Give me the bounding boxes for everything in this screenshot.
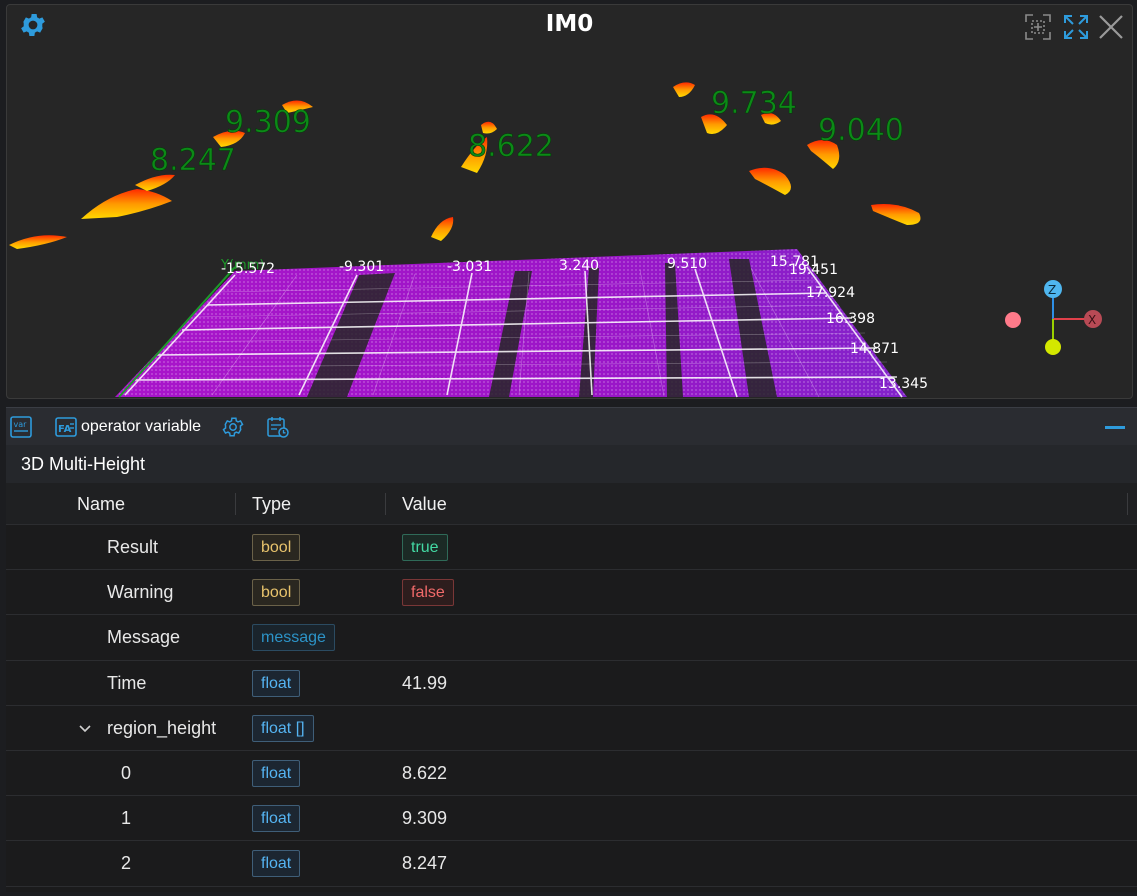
type-badge: float [252,669,301,697]
schedule-button[interactable] [266,414,290,440]
x-axis-handle[interactable] [1084,310,1102,328]
y-axis-tag: Y(mm) [220,258,264,273]
z-axis-label: Z [1048,283,1056,297]
y-tick-label: 13.345 [879,376,928,392]
ground-grid [124,266,903,398]
x-tick-labels: -15.572 -9.301 -3.031 3.240 9.510 15.781 [221,254,819,277]
column-header-type[interactable]: Type [252,494,292,514]
close-icon[interactable] [1097,13,1125,41]
y-tick-label: 19.451 [789,262,838,278]
row-value: 8.622 [402,762,448,783]
row-name: Result [107,537,159,557]
type-badge: float [252,805,301,833]
fit-view-icon[interactable] [1024,13,1052,41]
type-badge: message [252,624,335,652]
y-tick-label: 17.924 [806,285,855,301]
y-tick-labels: 19.451 17.924 16.398 14.871 13.345 [789,262,928,392]
expand-icon[interactable] [1062,13,1090,41]
section-title: 3D Multi-Height [6,445,1137,483]
table-row[interactable]: 0 float 8.622 [6,751,1137,797]
column-header-name[interactable]: Name [77,494,126,514]
y-tick-label: 16.398 [826,311,875,327]
region-label: 9.040 [818,113,904,148]
y-axis-handle[interactable] [1045,339,1061,355]
region-label: 8.622 [468,129,554,164]
row-name: 2 [121,853,132,874]
x-tick-label: 15.781 [770,254,819,270]
x-axis-label: X [1088,313,1096,327]
x-tick-label: 9.510 [667,256,707,272]
var-icon: var [10,416,32,438]
svg-text:var: var [14,420,28,429]
table-row[interactable]: Time float 41.99 [6,661,1137,706]
settings-icon [222,417,244,437]
panel-toolbar: var FA operator variable [6,407,1137,445]
row-value: 8.247 [402,853,448,874]
collapse-icon[interactable] [1105,426,1125,429]
type-badge: bool [252,579,301,607]
x-tick-label: -9.301 [339,259,384,275]
type-badge: float [252,759,301,787]
variable-panel: var FA operator variable [6,407,1137,892]
chevron-down-icon[interactable] [78,722,92,736]
value-badge: true [402,534,448,561]
ground-subgrid [145,267,888,398]
type-badge: float [252,850,301,878]
table-row[interactable]: Result bool true [6,525,1137,571]
x-tick-label: -3.031 [447,259,492,275]
operator-variable-label: operator variable [81,418,202,435]
table-row[interactable]: Message message [6,615,1137,661]
column-resizer[interactable] [1127,493,1128,515]
neg-x-axis-handle[interactable] [1005,312,1021,328]
y-tick-label: 14.871 [850,341,899,357]
operator-variable-button[interactable]: FA operator variable [55,414,201,440]
table-header: Name Type Value [6,483,1137,525]
operator-variable-icon: FA [55,417,77,437]
row-name: region_height [107,717,217,738]
row-name: Warning [107,582,174,603]
table-row-expandable[interactable]: region_height float [] [6,706,1137,751]
region-blobs [9,82,921,249]
table-row[interactable]: 2 float 8.247 [6,841,1137,887]
region-label: 9.309 [225,105,311,140]
table-row[interactable]: Warning bool false [6,570,1137,616]
row-name: 0 [121,762,132,783]
column-resizer[interactable] [235,493,236,515]
region-height-labels: 9.309 8.247 8.622 9.734 9.040 [150,86,904,179]
table-row[interactable]: 1 float 9.309 [6,796,1137,842]
point-cloud-viewer[interactable]: Y(mm) -15.572 -9.301 -3.031 3.240 9.510 … [6,4,1133,399]
y-axis-line [118,266,236,398]
column-resizer[interactable] [385,493,386,515]
row-name: Time [107,672,147,693]
svg-text:FA: FA [58,424,72,435]
settings-button[interactable] [221,414,245,440]
schedule-icon [267,417,289,438]
gear-icon[interactable] [18,10,48,40]
column-header-value[interactable]: Value [402,494,447,514]
x-tick-label: 3.240 [559,258,599,274]
x-tick-label: -15.572 [221,261,275,277]
var-button[interactable]: var [10,414,32,440]
region-label: 9.734 [711,86,797,121]
row-value: 9.309 [402,808,448,829]
type-badge: bool [252,534,301,561]
value-badge: false [402,579,454,607]
row-name: Message [107,627,181,648]
point-cloud-scene[interactable]: Y(mm) -15.572 -9.301 -3.031 3.240 9.510 … [7,5,1133,399]
region-label: 8.247 [150,143,236,178]
orientation-gizmo[interactable]: Z X [1005,280,1102,355]
z-axis-handle[interactable] [1044,280,1062,298]
type-badge: float [] [252,714,314,742]
row-name: 1 [121,808,132,829]
row-value: 41.99 [402,672,448,693]
